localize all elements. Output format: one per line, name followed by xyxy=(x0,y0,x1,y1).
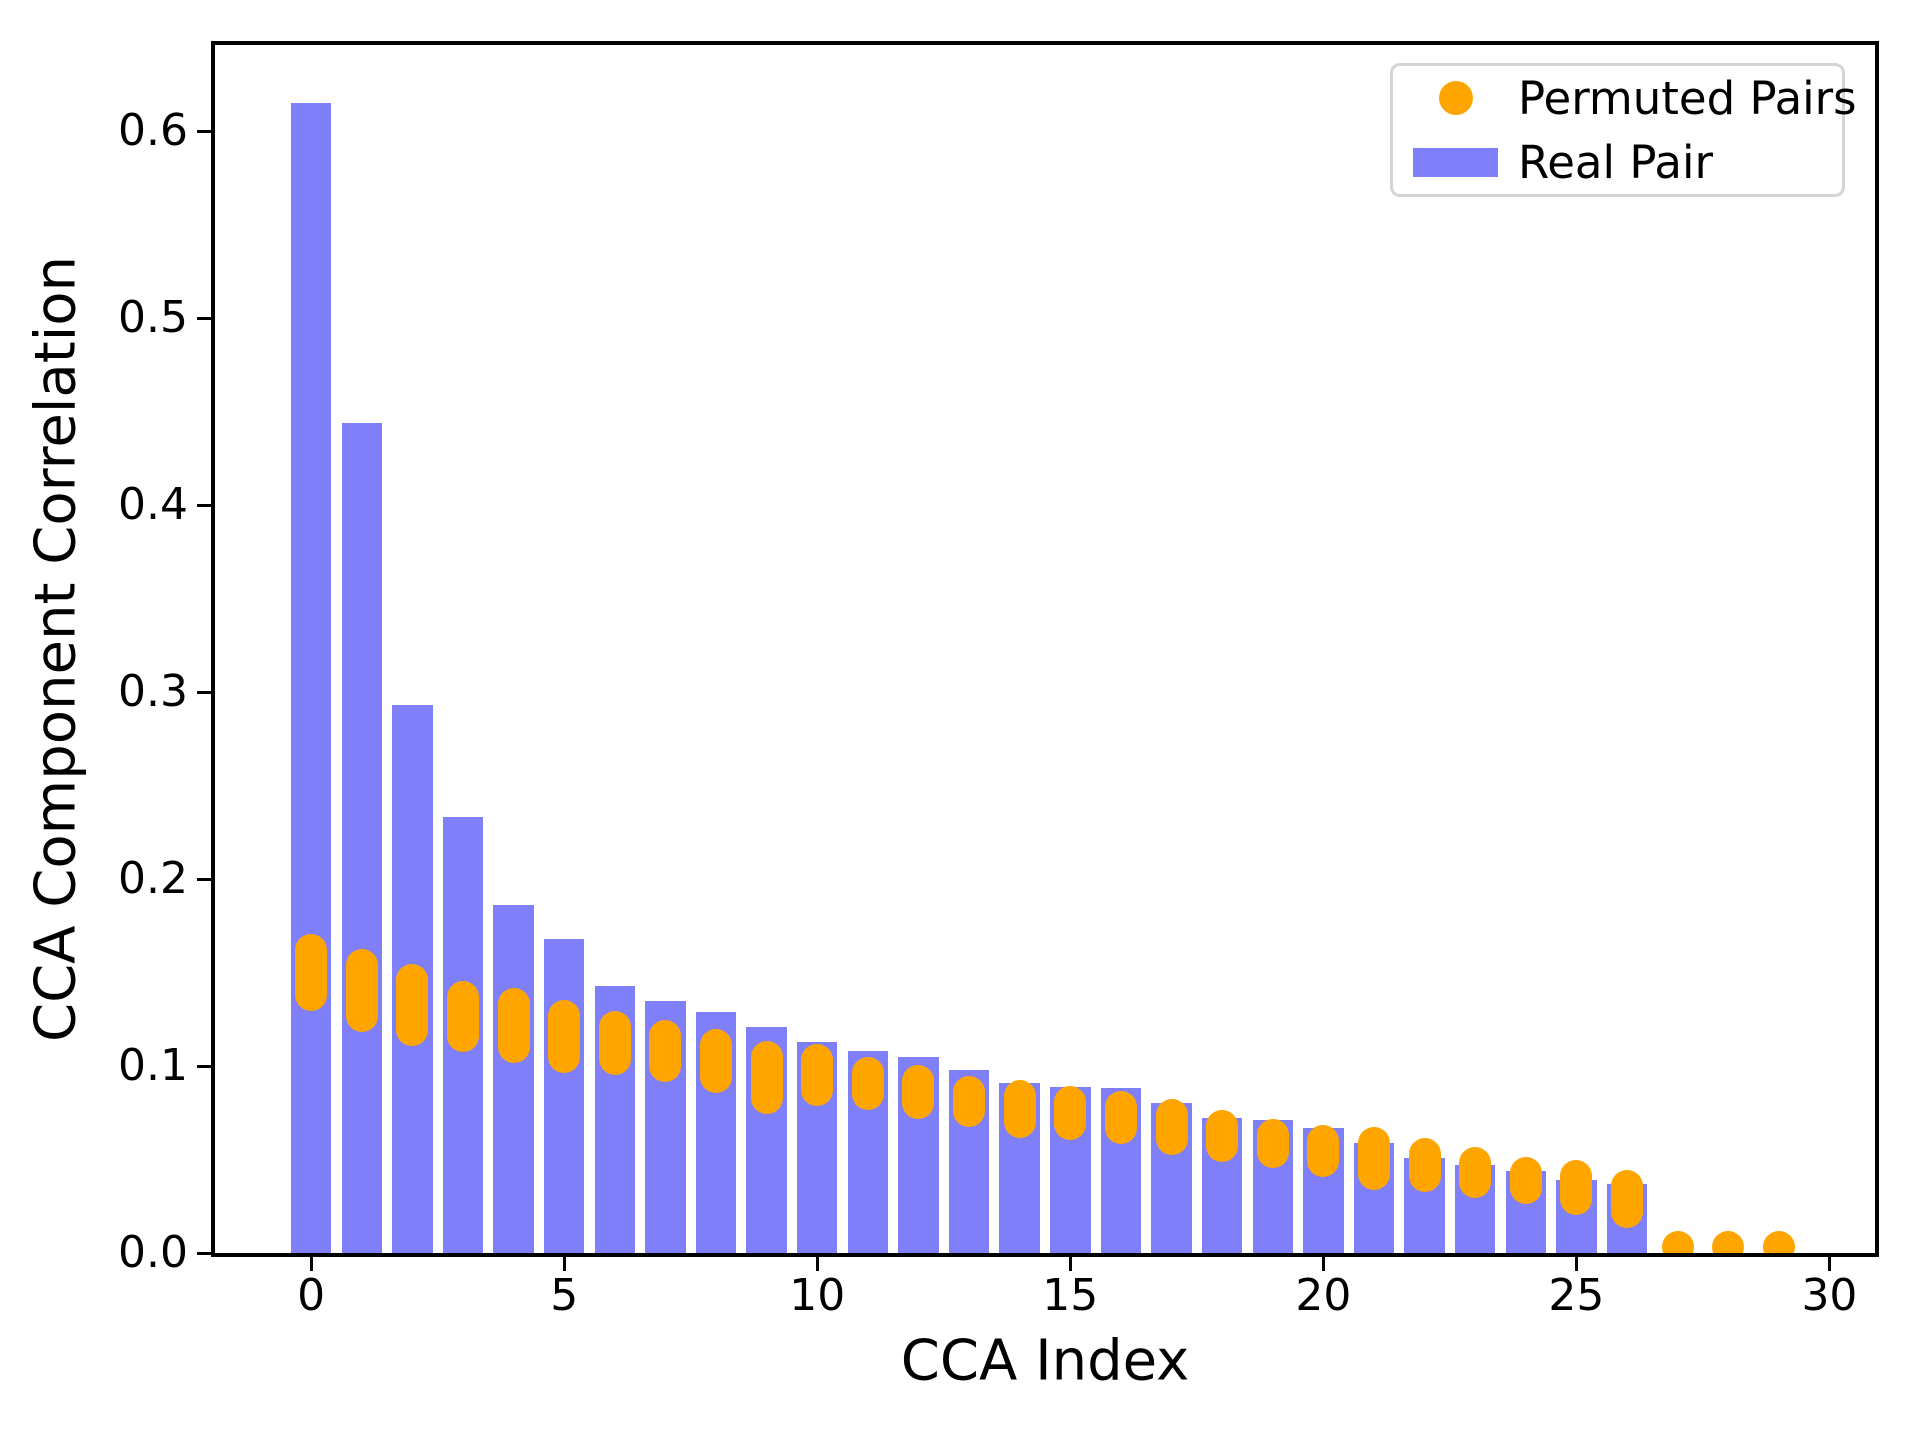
permuted-pairs-cluster-19 xyxy=(1256,1119,1289,1169)
legend: Permuted Pairs Real Pair xyxy=(1390,63,1857,197)
permuted-pairs-cluster-6 xyxy=(598,1010,631,1075)
permuted-pairs-cluster-28 xyxy=(1712,1231,1745,1253)
x-tick-label-30: 30 xyxy=(1801,1270,1858,1321)
legend-marker-cell xyxy=(1393,81,1518,115)
legend-label-permuted-pairs: Permuted Pairs xyxy=(1518,71,1857,125)
x-tick-label-25: 25 xyxy=(1548,1270,1605,1321)
x-tick-label-0: 0 xyxy=(297,1270,326,1321)
y-tick-label-0.2: 0.2 xyxy=(118,852,188,904)
y-tick-label-0.1: 0.1 xyxy=(118,1039,188,1091)
permuted-pairs-cluster-23 xyxy=(1459,1147,1492,1198)
y-tick-label-0.0: 0.0 xyxy=(118,1226,188,1278)
legend-entry-real-pair: Real Pair xyxy=(1393,130,1842,194)
plot-frame xyxy=(211,41,1879,1257)
permuted-pairs-cluster-5 xyxy=(548,999,581,1073)
permuted-pairs-cluster-26 xyxy=(1611,1169,1643,1228)
permuted-pairs-cluster-16 xyxy=(1104,1091,1137,1144)
permuted-pairs-cluster-24 xyxy=(1509,1156,1542,1204)
y-tick-label-0.5: 0.5 xyxy=(118,291,188,343)
permuted-pairs-cluster-11 xyxy=(851,1057,884,1111)
permuted-pairs-cluster-21 xyxy=(1357,1126,1390,1191)
permuted-pairs-cluster-20 xyxy=(1307,1124,1340,1178)
legend-label-real-pair: Real Pair xyxy=(1518,135,1714,189)
plot-area xyxy=(215,45,1875,1253)
permuted-pairs-cluster-17 xyxy=(1155,1098,1188,1155)
x-tick-15 xyxy=(1068,1257,1072,1271)
permuted-pairs-cluster-18 xyxy=(1206,1109,1239,1163)
x-tick-label-20: 20 xyxy=(1295,1270,1352,1321)
y-tick-label-0.4: 0.4 xyxy=(118,478,188,530)
real-pair-bar-1 xyxy=(341,422,382,1253)
y-tick-0.2 xyxy=(197,877,211,881)
permuted-pairs-cluster-15 xyxy=(1054,1085,1087,1140)
legend-marker-cell xyxy=(1393,147,1518,177)
permuted-pairs-cluster-8 xyxy=(700,1029,733,1094)
x-tick-0 xyxy=(309,1257,313,1271)
x-axis-label: CCA Index xyxy=(900,1328,1190,1394)
real-pair-bar-4 xyxy=(493,905,534,1253)
x-tick-10 xyxy=(815,1257,819,1271)
x-tick-label-5: 5 xyxy=(550,1270,579,1321)
real-pair-bar-5 xyxy=(543,938,585,1253)
permuted-pairs-cluster-7 xyxy=(649,1020,682,1082)
permuted-pairs-cluster-3 xyxy=(446,980,479,1053)
real-pair-bar-0 xyxy=(290,102,332,1253)
x-tick-25 xyxy=(1574,1257,1578,1271)
permuted-pairs-cluster-29 xyxy=(1762,1231,1795,1253)
y-tick-0.6 xyxy=(197,129,211,133)
x-tick-5 xyxy=(562,1257,566,1271)
permuted-pairs-cluster-4 xyxy=(497,988,530,1064)
permuted-pairs-cluster-2 xyxy=(396,963,429,1047)
permuted-pairs-cluster-27 xyxy=(1661,1231,1694,1253)
permuted-pairs-cluster-13 xyxy=(953,1076,986,1127)
permuted-pairs-cluster-0 xyxy=(295,934,328,1011)
permuted-pairs-cluster-25 xyxy=(1560,1160,1593,1215)
permuted-pairs-cluster-14 xyxy=(1003,1079,1036,1139)
y-tick-0.0 xyxy=(197,1251,211,1255)
x-tick-20 xyxy=(1321,1257,1325,1271)
permuted-pairs-cluster-10 xyxy=(801,1044,834,1107)
y-tick-label-0.6: 0.6 xyxy=(118,104,188,156)
x-tick-30 xyxy=(1827,1257,1831,1271)
permuted-pairs-cluster-1 xyxy=(345,949,378,1032)
y-tick-0.5 xyxy=(197,316,211,320)
permuted-pairs-cluster-12 xyxy=(902,1064,935,1120)
y-tick-label-0.3: 0.3 xyxy=(118,665,188,717)
permuted-pairs-dot-icon xyxy=(1438,81,1473,115)
permuted-pairs-cluster-22 xyxy=(1408,1137,1441,1193)
y-axis-label: CCA Component Correlation xyxy=(23,255,89,1043)
y-tick-0.3 xyxy=(197,690,211,694)
legend-entry-permuted-pairs: Permuted Pairs xyxy=(1393,66,1857,130)
x-tick-label-15: 15 xyxy=(1042,1270,1099,1321)
y-tick-0.4 xyxy=(197,503,211,507)
y-tick-0.1 xyxy=(197,1064,211,1068)
permuted-pairs-cluster-9 xyxy=(750,1040,783,1114)
real-pair-swatch-icon xyxy=(1413,147,1498,177)
x-tick-label-10: 10 xyxy=(789,1270,846,1321)
